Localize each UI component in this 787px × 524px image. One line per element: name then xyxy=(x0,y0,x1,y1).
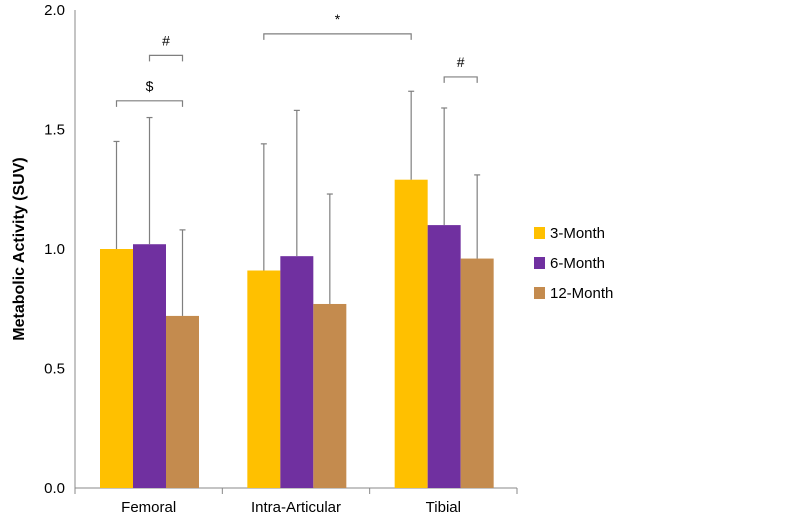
bar-12-month xyxy=(313,303,347,488)
significance-label: # xyxy=(162,32,170,48)
bar-6-month xyxy=(280,256,314,488)
y-tick-label: 1.5 xyxy=(44,122,65,139)
y-tick-label: 0.5 xyxy=(44,361,65,378)
legend-swatch xyxy=(534,227,545,239)
bar-6-month xyxy=(133,244,166,488)
legend-label: 3-Month xyxy=(550,225,605,242)
legend-swatch xyxy=(534,287,545,299)
y-tick-label: 0.0 xyxy=(44,480,65,497)
y-tick-label: 2.0 xyxy=(44,2,65,19)
bar-3-month xyxy=(247,270,281,488)
bar-12-month xyxy=(166,315,199,488)
bar-6-month xyxy=(427,225,461,488)
x-tick-label: Intra-Articular xyxy=(251,499,341,516)
legend-swatch xyxy=(534,257,545,269)
significance-label: # xyxy=(457,54,465,70)
y-axis-title: Metabolic Activity (SUV) xyxy=(11,157,28,340)
significance-bracket xyxy=(263,33,412,40)
legend-label: 6-Month xyxy=(550,255,605,272)
y-tick-label: 1.0 xyxy=(44,241,65,258)
x-tick-label: Tibial xyxy=(426,499,461,516)
significance-bracket xyxy=(115,100,184,107)
significance-bracket xyxy=(443,76,478,83)
bar-3-month xyxy=(394,179,428,488)
legend-label: 12-Month xyxy=(550,285,613,302)
significance-label: * xyxy=(335,11,341,27)
x-tick-label: Femoral xyxy=(121,499,176,516)
bar-3-month xyxy=(100,249,133,488)
significance-label: $ xyxy=(146,78,154,94)
bar-12-month xyxy=(460,258,494,488)
significance-bracket xyxy=(148,54,184,62)
